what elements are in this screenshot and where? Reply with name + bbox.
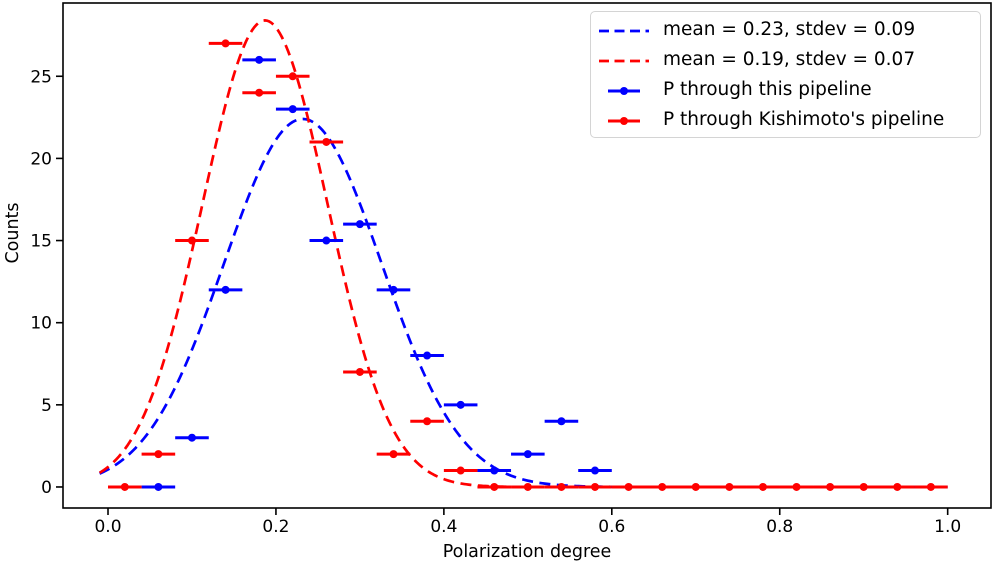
x-tick-label: 1.0 (934, 517, 961, 537)
p-kishimoto-pipeline-point (624, 482, 633, 491)
p-kishimoto-pipeline-point (523, 482, 532, 491)
legend-entry-p-kishimoto-pipeline: P through Kishimoto's pipeline (597, 106, 976, 135)
p-kishimoto-pipeline-point (154, 450, 163, 459)
y-tick-label: 25 (30, 67, 52, 87)
legend-entry-label: mean = 0.19, stdev = 0.07 (663, 49, 916, 71)
p-kishimoto-pipeline-point (355, 367, 364, 376)
legend-entry-fit-kishimoto-pipeline: mean = 0.19, stdev = 0.07 (597, 46, 976, 75)
legend-entry-fit-this-pipeline: mean = 0.23, stdev = 0.09 (597, 16, 976, 45)
x-tick-label: 0.2 (262, 517, 289, 537)
p-kishimoto-pipeline-point (322, 137, 331, 146)
p-this-pipeline-point (221, 285, 230, 294)
legend-dashed-line-icon (599, 29, 649, 32)
y-tick-label: 15 (30, 232, 52, 252)
p-kishimoto-pipeline-point (792, 482, 801, 491)
p-this-pipeline-point (456, 400, 465, 409)
legend-entry-p-this-pipeline: P through this pipeline (597, 76, 976, 105)
y-axis-label: Counts (3, 202, 23, 263)
p-kishimoto-pipeline-point (758, 482, 767, 491)
p-kishimoto-pipeline-point (591, 482, 600, 491)
legend-errorbar-point-icon (608, 86, 640, 95)
p-kishimoto-pipeline-point (859, 482, 868, 491)
p-kishimoto-pipeline-point (221, 39, 230, 48)
x-tick-label: 0.0 (94, 517, 121, 537)
plot-border (62, 2, 992, 509)
p-this-pipeline-point (423, 351, 432, 360)
legend-entry-label: P through this pipeline (663, 79, 872, 101)
x-tick-label: 0.8 (766, 517, 793, 537)
p-this-pipeline-point (154, 482, 163, 491)
p-this-pipeline-point (389, 285, 398, 294)
p-kishimoto-pipeline-point (120, 482, 129, 491)
p-kishimoto-pipeline-point (691, 482, 700, 491)
p-kishimoto-pipeline-point (725, 482, 734, 491)
y-tick-label: 5 (41, 396, 52, 416)
p-kishimoto-pipeline-point (389, 450, 398, 459)
p-kishimoto-pipeline-point (456, 466, 465, 475)
p-kishimoto-pipeline-point (893, 482, 902, 491)
x-axis-label: Polarization degree (443, 542, 612, 562)
p-kishimoto-pipeline-point (557, 482, 566, 491)
p-this-pipeline-point (591, 466, 600, 475)
legend-entry-label: P through Kishimoto's pipeline (663, 109, 945, 131)
x-tick-label: 0.6 (598, 517, 625, 537)
p-this-pipeline-point (523, 450, 532, 459)
y-tick-label: 20 (30, 149, 52, 169)
p-kishimoto-pipeline-point (423, 417, 432, 426)
p-this-pipeline-point (187, 433, 196, 442)
p-this-pipeline-point (255, 55, 264, 64)
p-this-pipeline-point (490, 466, 499, 475)
x-tick-label: 0.4 (430, 517, 457, 537)
p-kishimoto-pipeline-point (926, 482, 935, 491)
y-tick-label: 0 (41, 478, 52, 498)
legend-entry-label: mean = 0.23, stdev = 0.09 (663, 19, 916, 41)
p-kishimoto-pipeline-point (490, 482, 499, 491)
p-this-pipeline-point (322, 236, 331, 245)
curve-fit-this-pipeline (99, 117, 948, 489)
y-tick-label: 10 (30, 314, 52, 334)
p-this-pipeline-point (355, 220, 364, 229)
p-kishimoto-pipeline-point (826, 482, 835, 491)
legend-dashed-line-icon (599, 59, 649, 62)
p-kishimoto-pipeline-point (255, 88, 264, 97)
legend: mean = 0.23, stdev = 0.09 mean = 0.19, st… (590, 11, 981, 138)
p-kishimoto-pipeline-point (288, 72, 297, 81)
legend-errorbar-point-icon (608, 116, 640, 125)
p-kishimoto-pipeline-point (658, 482, 667, 491)
p-kishimoto-pipeline-point (187, 236, 196, 245)
p-this-pipeline-point (288, 105, 297, 114)
p-this-pipeline-point (557, 417, 566, 426)
